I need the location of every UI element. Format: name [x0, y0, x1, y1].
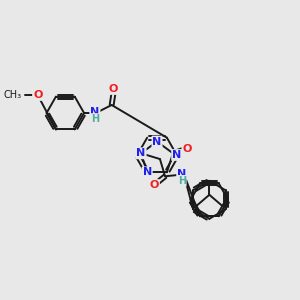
Text: H: H: [178, 176, 186, 186]
Text: CH₃: CH₃: [4, 90, 22, 100]
Text: O: O: [182, 144, 192, 154]
Text: N: N: [90, 107, 100, 117]
Text: O: O: [109, 84, 118, 94]
Text: N: N: [142, 167, 152, 177]
Text: N: N: [172, 150, 182, 160]
Text: H: H: [91, 114, 99, 124]
Text: N: N: [177, 169, 186, 179]
Text: N: N: [152, 136, 162, 146]
Text: O: O: [150, 180, 159, 190]
Text: N: N: [136, 148, 146, 158]
Text: O: O: [33, 90, 42, 100]
